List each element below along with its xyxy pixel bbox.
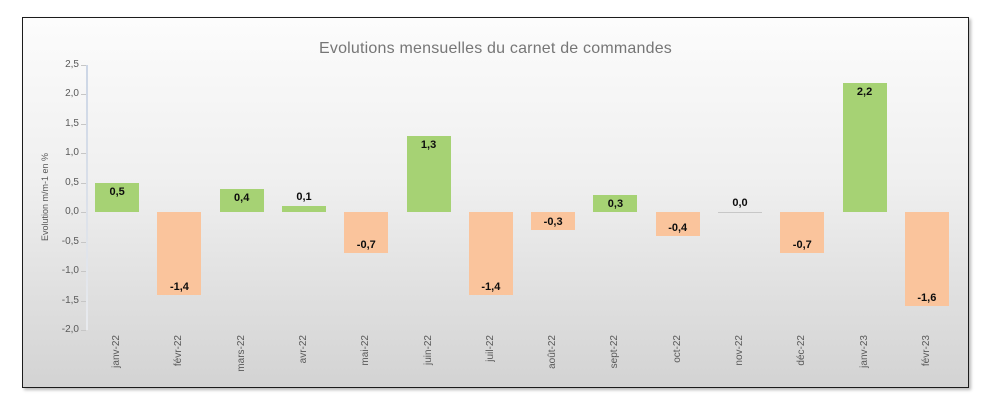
y-tick-label: -2,0 [61, 324, 79, 335]
y-axis-line [86, 65, 88, 330]
y-tick-label: -1,0 [61, 265, 79, 277]
bar-value-label: 0,4 [234, 191, 250, 204]
x-tick-label: oct-22 [671, 335, 683, 363]
y-tick-mark [81, 271, 86, 273]
bar-févr-23 [904, 212, 949, 307]
y-tick-label: 1,0 [65, 147, 79, 159]
bar-value-label: -0,4 [668, 221, 688, 234]
y-tick-label: 0,5 [65, 176, 79, 188]
x-tick-label: mai-22 [360, 335, 372, 366]
x-tick-label: juil-22 [484, 335, 496, 362]
bar-déc-22 [780, 212, 825, 254]
y-tick-mark [81, 65, 86, 66]
bar-août-22 [531, 212, 576, 230]
bar-janv-23 [842, 82, 887, 213]
bar-value-label: -1,4 [481, 280, 501, 293]
x-tick-label: avr-22 [298, 335, 309, 364]
bar-mai-22 [344, 212, 389, 254]
y-tick-mark [81, 241, 86, 243]
y-tick-label: 1,5 [65, 117, 79, 129]
bar-value-label: -1,4 [169, 280, 189, 293]
y-tick-label: 2,0 [65, 88, 79, 100]
bar-sept-22 [593, 194, 638, 213]
x-tick-label: mars-22 [235, 335, 247, 372]
y-tick-mark [81, 123, 86, 125]
chart-title: Evolutions mensuelles du carnet de comma… [319, 40, 672, 57]
bar-value-label: -0,7 [792, 239, 812, 252]
y-tick-mark [81, 94, 86, 96]
bar-value-label: -0,7 [356, 239, 376, 252]
x-tick-label: juin-22 [422, 335, 434, 366]
bar-oct-22 [655, 212, 700, 236]
bar-value-label: -1,6 [917, 292, 937, 305]
bar-value-label: 0,5 [109, 185, 125, 198]
x-tick-label: févr-22 [173, 335, 185, 367]
bar-value-label: 0,0 [732, 197, 748, 210]
x-tick-label: janv-23 [858, 335, 870, 368]
y-tick-label: 2,5 [65, 59, 79, 70]
bar-mars-22 [219, 188, 264, 213]
bar-value-label: 2,2 [856, 85, 873, 98]
y-tick-label: 0,0 [65, 206, 79, 218]
plot-area: 0,5 -1,4 0,4 0,1 -0,7 1,3 -1,4 -0,3 0,3 -0,4 0,0 -0… [86, 65, 958, 330]
y-tick-label: -0,5 [61, 235, 79, 247]
bar-value-label: 0,3 [607, 197, 624, 210]
bar-juil-22 [468, 212, 513, 295]
x-tick-label: sept-22 [609, 335, 621, 369]
bar-juin-22 [406, 135, 451, 213]
chart-frame: Evolutions mensuelles du carnet de comma… [22, 17, 969, 388]
bar-janv-22 [95, 182, 140, 213]
y-tick-mark [81, 300, 86, 302]
x-tick-label: déc-22 [796, 335, 808, 366]
y-tick-mark [81, 153, 86, 155]
y-tick-label: -1,5 [61, 294, 79, 306]
x-tick-label: août-22 [547, 335, 559, 369]
x-tick-label: févr-23 [920, 335, 932, 367]
bar-avr-22 [282, 206, 326, 213]
x-tick-label: janv-22 [111, 335, 123, 368]
x-tick-label: nov-22 [734, 335, 745, 366]
y-tick-mark [81, 182, 86, 184]
y-tick-mark [81, 330, 86, 331]
zero-bar-nov-22 [718, 212, 762, 214]
bar-value-label: 1,3 [420, 138, 437, 151]
bar-value-label: -0,3 [543, 215, 563, 228]
y-tick-mark [81, 212, 86, 214]
bar-févr-22 [157, 212, 202, 295]
bar-value-label: 0,1 [296, 191, 312, 204]
